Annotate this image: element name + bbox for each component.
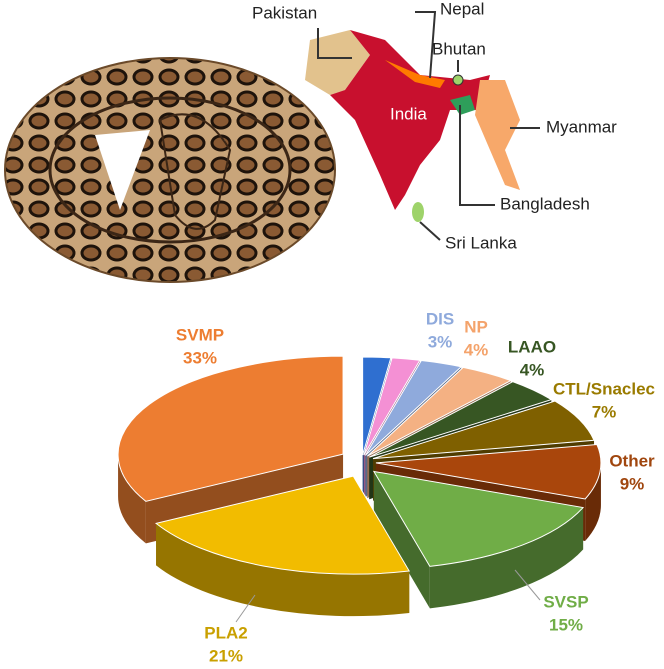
value-label: 4% <box>464 340 489 359</box>
slice <box>367 366 513 457</box>
slice-label: PLA2 <box>204 623 247 642</box>
slice <box>372 400 595 460</box>
value-label: 9% <box>620 474 645 493</box>
map-label: Sri Lanka <box>445 233 517 252</box>
leader-line <box>235 594 256 623</box>
slice <box>369 381 553 458</box>
leader-line <box>514 569 541 601</box>
map-label: India <box>390 104 427 123</box>
slice-label: CTL/Snaclec <box>553 379 655 398</box>
slice <box>372 470 585 567</box>
slice-side <box>429 507 584 609</box>
value-label: 21% <box>209 646 243 665</box>
slice-label: SVSP <box>543 592 588 611</box>
slice-label: SVMP <box>176 325 224 344</box>
value-label: 7% <box>592 402 617 421</box>
snake-photo <box>4 57 336 283</box>
slice-label: Other <box>609 451 655 470</box>
value-label: 15% <box>549 615 583 634</box>
map-label: Myanmar <box>546 117 617 136</box>
map: Pakistan Nepal Bhutan India Myanmar Bang… <box>252 0 617 252</box>
slice <box>154 475 411 575</box>
value-label: 33% <box>183 348 217 367</box>
slice-side <box>373 471 430 609</box>
value-label: 3% <box>428 332 453 351</box>
slice <box>363 357 421 456</box>
slice-label: DIS <box>426 309 454 328</box>
slice <box>117 355 344 502</box>
slice-side <box>118 454 146 544</box>
value-label: 4% <box>520 360 545 379</box>
slice-label: LAAO <box>508 337 556 356</box>
map-label: Bangladesh <box>500 194 590 213</box>
slice-label: NP <box>464 317 488 336</box>
map-label: Nepal <box>440 0 484 18</box>
slice <box>375 444 602 500</box>
map-label: Pakistan <box>252 3 317 22</box>
slice-side <box>156 523 410 617</box>
map-label: Bhutan <box>432 39 486 58</box>
slice <box>364 359 463 456</box>
pie-chart: DIS 3% NP 4% LAAO 4% CTL/Snaclec 7% Other 9% SVSP 1… <box>117 309 655 665</box>
slice <box>362 356 392 456</box>
